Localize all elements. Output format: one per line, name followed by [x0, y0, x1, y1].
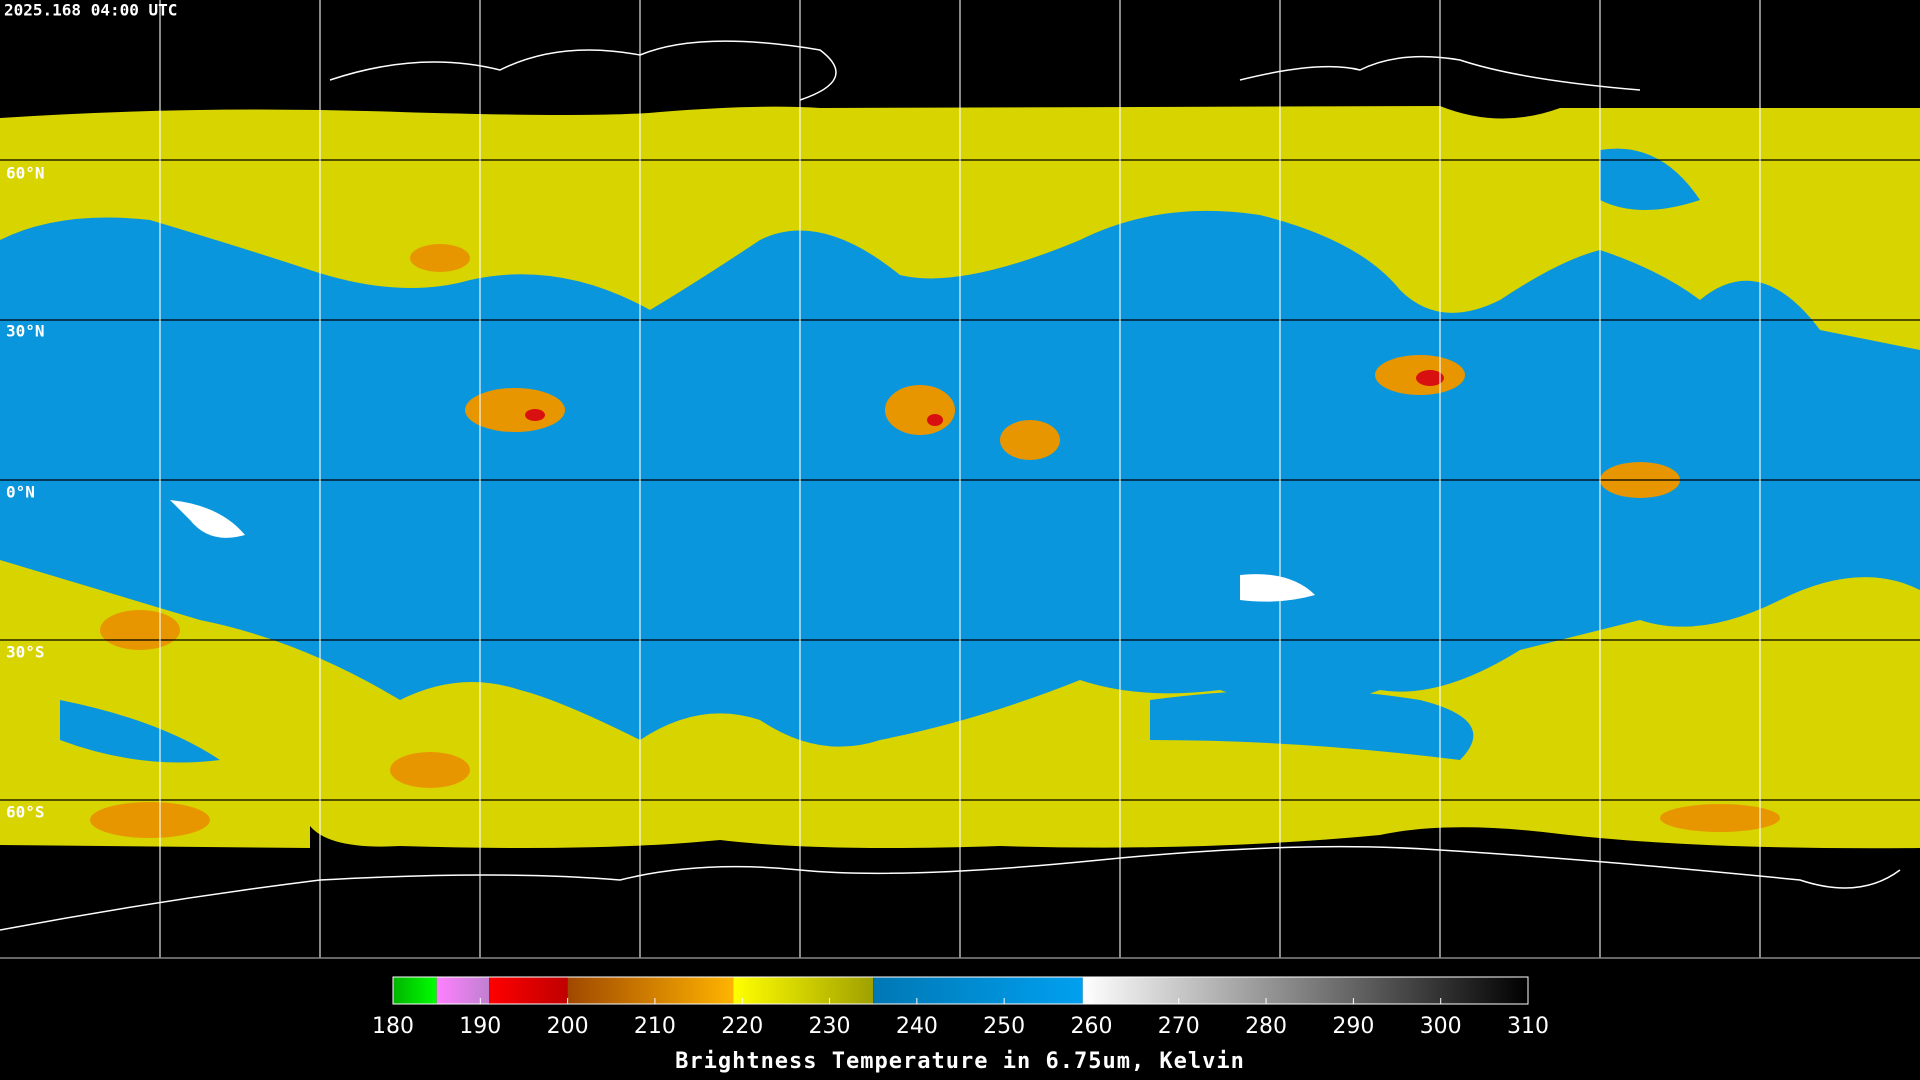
- colorbar-segment: [733, 977, 874, 1004]
- colorbar-tick-label: 280: [1245, 1014, 1287, 1039]
- colorbar-segment: [489, 977, 568, 1004]
- colorbar-tick-label: 200: [547, 1014, 589, 1039]
- colorbar-segment: [873, 977, 1083, 1004]
- warm-spot: [1240, 574, 1315, 602]
- lat-label: 60°S: [6, 803, 45, 822]
- colorbar-tick-label: 180: [372, 1014, 414, 1039]
- lat-label: 30°S: [6, 643, 45, 662]
- colorbar-tick-label: 210: [634, 1014, 676, 1039]
- colorbar-tick-label: 300: [1420, 1014, 1462, 1039]
- lon-grid: [159, 0, 1761, 958]
- blue-patch: [1600, 148, 1700, 210]
- colorbar-tick-label: 220: [721, 1014, 763, 1039]
- colorbar-tick-label: 190: [459, 1014, 501, 1039]
- colorbar-segment: [567, 977, 734, 1004]
- lat-label: 0°N: [6, 483, 35, 502]
- colorbar-tick-label: 310: [1507, 1014, 1549, 1039]
- warm-spot: [170, 500, 245, 538]
- colorbar-segment: [436, 977, 490, 1004]
- colorbar-tick-label: 230: [809, 1014, 851, 1039]
- very-cold-clouds: [525, 370, 1444, 426]
- colorbar-tick-label: 270: [1158, 1014, 1200, 1039]
- colorbar-tick-label: 290: [1332, 1014, 1374, 1039]
- colorbar-segment: [393, 977, 437, 1004]
- blue-patch: [60, 700, 220, 763]
- colorbar-segment: [1082, 977, 1528, 1004]
- colorbar-frame: [392, 976, 1529, 1005]
- blue-patch: [1150, 690, 1474, 760]
- timestamp: 2025.168 04:00 UTC: [4, 1, 177, 20]
- colorbar-tick-label: 250: [983, 1014, 1025, 1039]
- colorbar-title: Brightness Temperature in 6.75um, Kelvin: [675, 1049, 1245, 1074]
- lat-label: 30°N: [6, 322, 45, 341]
- polar-coastlines: [0, 40, 1901, 931]
- lat-label: 60°N: [6, 164, 45, 183]
- colorbar-tick-label: 240: [896, 1014, 938, 1039]
- colorbar: 180 190 200 210 220 230 240 250 260 270 280 290 300 3…: [372, 976, 1549, 1039]
- colorbar-tick-label: 260: [1070, 1014, 1112, 1039]
